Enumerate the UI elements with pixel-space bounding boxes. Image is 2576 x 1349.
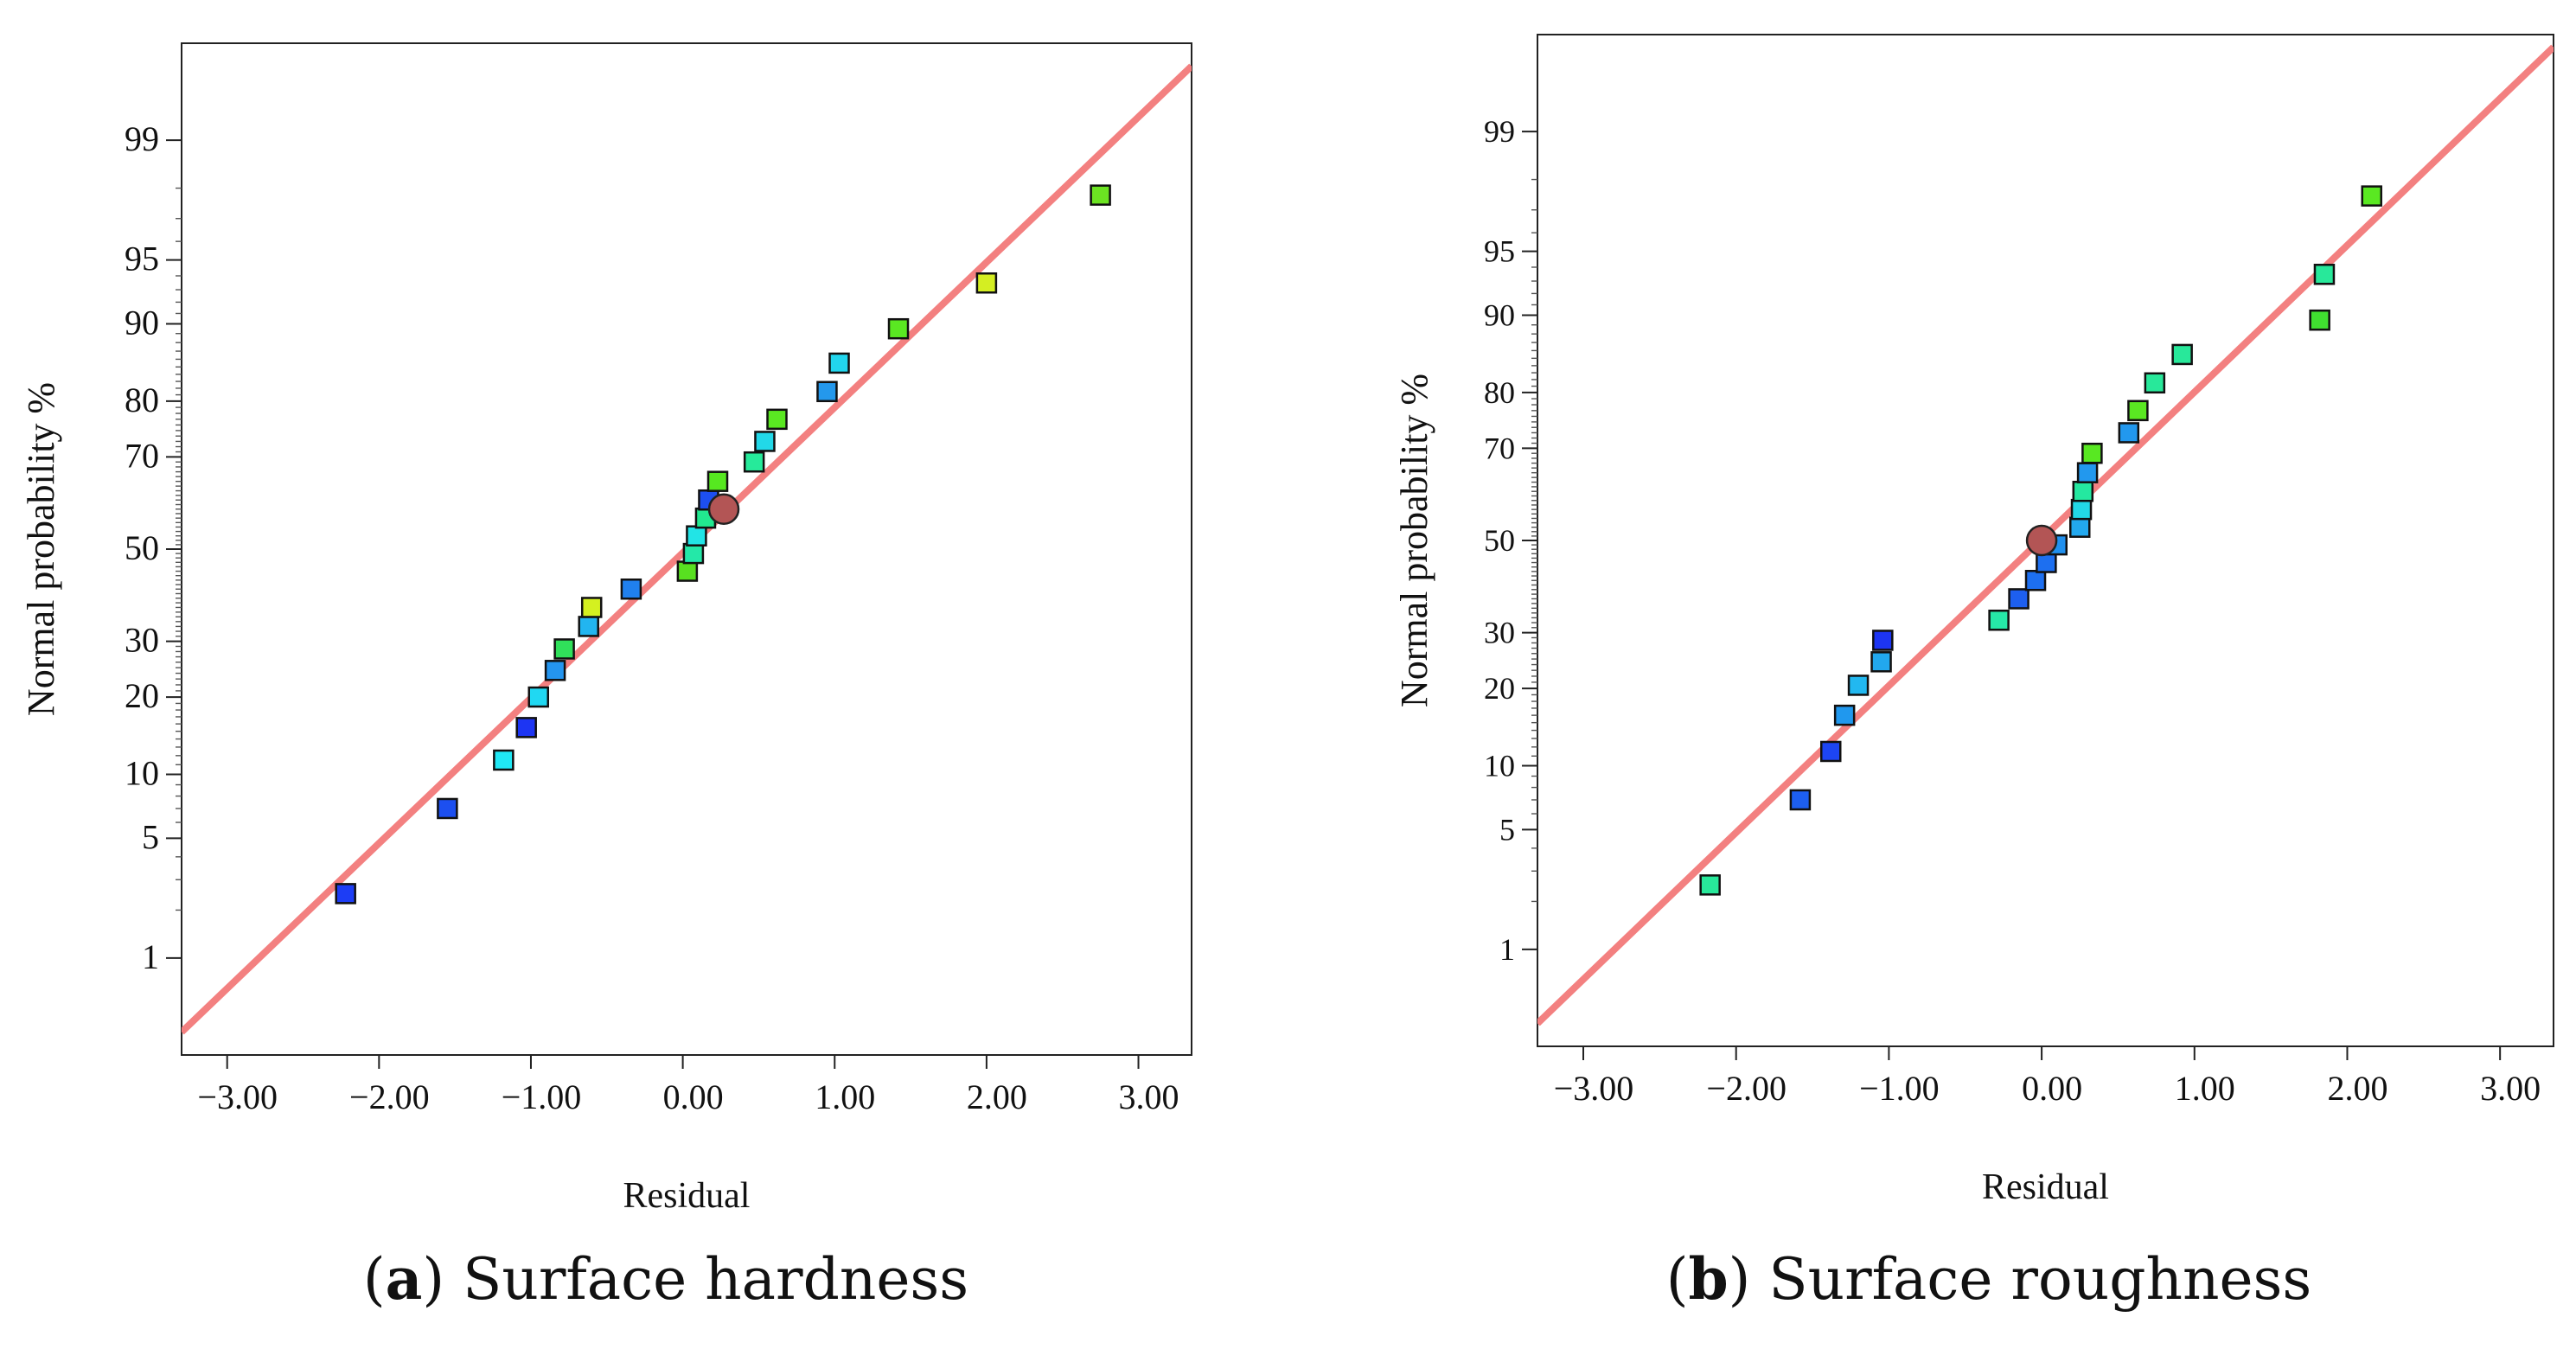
- data-point: [816, 380, 838, 403]
- data-point: [527, 686, 550, 708]
- data-point: [2361, 185, 2382, 207]
- data-point: [2069, 516, 2091, 538]
- y-tick-label: 95: [125, 240, 159, 278]
- caption-b: (b) Surface roughness: [1665, 1245, 2312, 1313]
- x-tick-label: 1.00: [815, 1077, 875, 1116]
- data-point: [580, 597, 603, 618]
- y-tick-label: 5: [142, 817, 159, 856]
- y-tick-label: 99: [1484, 114, 1515, 149]
- y-tick-label: 90: [1484, 298, 1515, 333]
- data-point: [544, 660, 566, 681]
- y-axis-label: Normal probability %: [1393, 374, 1435, 707]
- panel-a: 1 5 10 20 30 50 70 80 90 95 99 −3.00 −2.00 −1.00 0.00 1…: [0, 0, 1254, 1349]
- x-tick-label: −1.00: [1859, 1069, 1940, 1108]
- x-tick-label: 0.00: [2022, 1069, 2082, 1108]
- x-tick-label: 0.00: [663, 1077, 724, 1116]
- data-point: [1833, 704, 1856, 726]
- caption-letter-a: a: [385, 1245, 423, 1313]
- data-point: [2313, 264, 2336, 285]
- y-tick-label: 50: [125, 528, 159, 567]
- data-point: [2072, 480, 2094, 502]
- y-tick-label: 1: [142, 937, 159, 976]
- data-point: [2171, 343, 2193, 366]
- data-point: [828, 352, 850, 374]
- y-tick-label: 30: [1484, 616, 1515, 650]
- x-axis-label: Residual: [1982, 1167, 2109, 1207]
- x-tick-label: 2.00: [2327, 1069, 2387, 1108]
- data-point: [887, 317, 910, 340]
- panel-b: 1 5 10 20 30 50 70 80 90 95 99 −3.00 −2.00 −1.00 0.00 1…: [1349, 0, 2576, 1349]
- data-point: [766, 408, 788, 431]
- data-point: [2076, 462, 2099, 483]
- y-tick-label: 10: [125, 753, 159, 792]
- x-tick-label: 3.00: [2480, 1069, 2541, 1108]
- data-point: [1847, 674, 1870, 696]
- data-point: [1090, 184, 1111, 206]
- y-tick-label: 30: [125, 621, 159, 660]
- data-point: [754, 431, 776, 452]
- caption-text-a: Surface hardness: [463, 1246, 969, 1313]
- x-tick-label: 1.00: [2175, 1069, 2235, 1108]
- data-point: [2127, 400, 2149, 422]
- data-point: [2081, 442, 2103, 464]
- data-point: [553, 638, 575, 660]
- data-point: [515, 717, 537, 738]
- x-tick-label: −3.00: [197, 1077, 278, 1116]
- data-point: [493, 749, 515, 771]
- y-axis-label: Normal probability %: [20, 382, 62, 716]
- y-tick-label: 99: [125, 119, 159, 158]
- data-point: [1789, 789, 1812, 811]
- data-point: [2024, 569, 2047, 591]
- x-tick-label: 2.00: [967, 1077, 1027, 1116]
- caption-a: (a) Surface hardness: [362, 1245, 969, 1313]
- data-point: [2070, 498, 2093, 521]
- caption-letter-b: b: [1688, 1245, 1729, 1313]
- highlighted-point: [707, 493, 740, 526]
- data-point: [743, 451, 765, 473]
- highlighted-point: [2025, 524, 2058, 557]
- y-tick-label: 50: [1484, 523, 1515, 558]
- x-axis-label: Residual: [623, 1176, 751, 1216]
- data-point: [2118, 422, 2140, 444]
- y-tick-label: 80: [1484, 375, 1515, 410]
- x-tick-label: −1.00: [502, 1077, 582, 1116]
- data-point: [1699, 874, 1721, 896]
- x-tick-label: −3.00: [1554, 1069, 1634, 1108]
- data-point: [2309, 309, 2330, 331]
- y-tick-label: 20: [125, 676, 159, 715]
- y-tick-label: 70: [1484, 431, 1515, 465]
- y-minor-ticks-b: [1531, 131, 1537, 950]
- x-tick-label: 3.00: [1119, 1077, 1179, 1116]
- data-point: [1819, 740, 1842, 763]
- data-point: [1870, 651, 1892, 673]
- data-point: [620, 578, 642, 600]
- y-tick-label: 95: [1484, 234, 1515, 269]
- y-tick-label: 5: [1499, 812, 1515, 847]
- data-point: [1872, 630, 1894, 651]
- data-point: [335, 883, 356, 905]
- data-point: [686, 525, 707, 547]
- normal-probability-chart-b: 1 5 10 20 30 50 70 80 90 95 99 −3.00 −2.00 −1.00 0.00 1…: [1393, 34, 2554, 1207]
- data-point: [682, 542, 705, 565]
- data-point: [2144, 372, 2166, 394]
- caption-text-b: Surface roughness: [1768, 1246, 2312, 1313]
- data-point: [578, 616, 599, 637]
- y-tick-label: 80: [125, 380, 159, 419]
- normal-probability-chart-a: 1 5 10 20 30 50 70 80 90 95 99 −3.00 −2.00 −1.00 0.00 1…: [20, 42, 1192, 1216]
- y-tick-label: 1: [1499, 932, 1515, 967]
- x-tick-label: −2.00: [349, 1077, 430, 1116]
- data-point: [437, 797, 458, 820]
- data-point: [1988, 609, 2010, 631]
- data-point: [676, 560, 699, 582]
- y-tick-label: 10: [1484, 748, 1515, 783]
- data-point: [975, 272, 998, 294]
- data-point: [706, 470, 729, 492]
- y-tick-label: 90: [125, 304, 159, 342]
- x-tick-label: −2.00: [1706, 1069, 1787, 1108]
- data-point: [2008, 588, 2029, 610]
- y-tick-label: 20: [1484, 671, 1515, 706]
- y-tick-label: 70: [125, 436, 159, 475]
